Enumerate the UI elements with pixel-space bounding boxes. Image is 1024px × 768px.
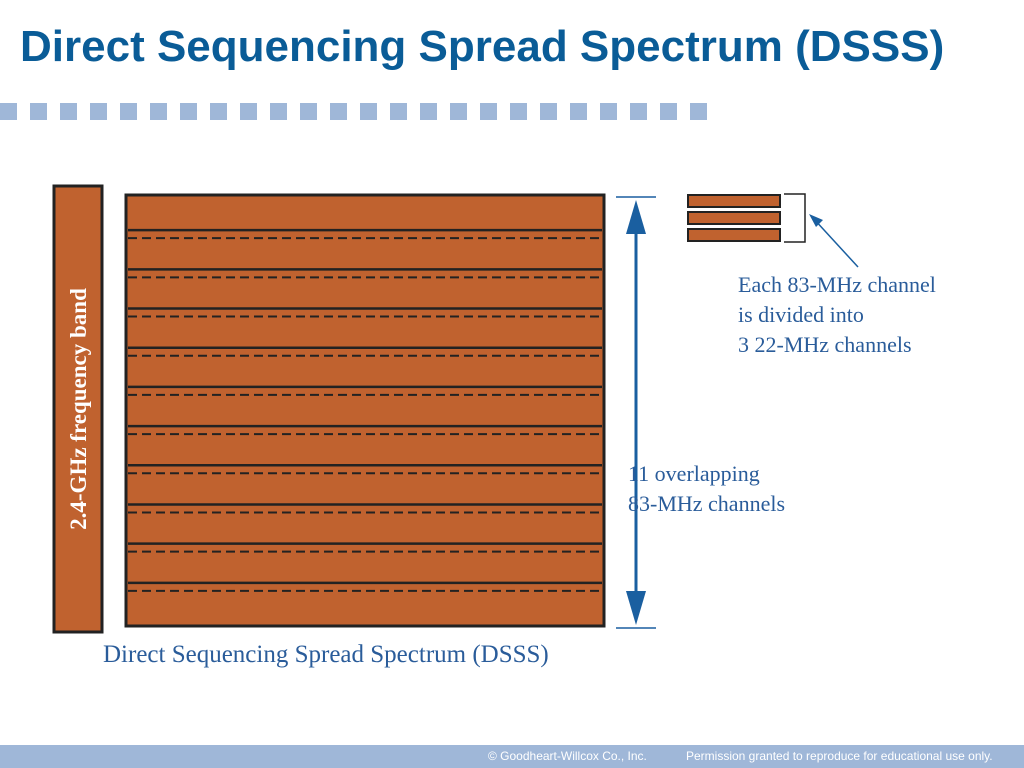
subchannel-bar: [687, 211, 781, 225]
divider-square: [600, 103, 617, 120]
callout-label-line-1: Each 83-MHz channel: [738, 272, 936, 297]
divider-square: [210, 103, 227, 120]
subchannel-bracket: [784, 193, 806, 243]
divider-square: [630, 103, 647, 120]
dash-divider: [0, 103, 720, 120]
footer-copyright: © Goodheart-Willcox Co., Inc.: [488, 749, 647, 763]
callout-arrow-head: [809, 214, 823, 227]
footer-bar: © Goodheart-Willcox Co., Inc. Permission…: [0, 745, 1024, 768]
range-label: 11 overlapping 83-MHz channels: [628, 461, 785, 516]
divider-square: [120, 103, 137, 120]
divider-square: [90, 103, 107, 120]
subchannel-bar: [687, 194, 781, 208]
divider-square: [330, 103, 347, 120]
subchannel-bar: [687, 228, 781, 242]
divider-square: [180, 103, 197, 120]
divider-square: [300, 103, 317, 120]
subchannel-detail: [687, 194, 781, 242]
divider-square: [690, 103, 707, 120]
channel-block: [124, 193, 606, 628]
divider-square: [60, 103, 77, 120]
range-arrow-head-up: [626, 200, 646, 234]
divider-square: [660, 103, 677, 120]
divider-square: [540, 103, 557, 120]
divider-square: [30, 103, 47, 120]
divider-square: [240, 103, 257, 120]
slide-title: Direct Sequencing Spread Spectrum (DSSS): [20, 22, 945, 71]
divider-square: [360, 103, 377, 120]
divider-square: [270, 103, 287, 120]
frequency-band-bar: [52, 184, 104, 634]
range-label-line-1: 11 overlapping: [628, 461, 760, 486]
divider-square: [0, 103, 17, 120]
divider-square: [570, 103, 587, 120]
frequency-band-label: 2.4-GHz frequency band: [66, 288, 91, 530]
callout-leader-line: [812, 217, 859, 268]
callout-label-line-2: is divided into: [738, 302, 864, 327]
footer-permission: Permission granted to reproduce for educ…: [686, 749, 993, 763]
callout-label-line-3: 3 22-MHz channels: [738, 332, 912, 357]
divider-square: [480, 103, 497, 120]
divider-square: [450, 103, 467, 120]
divider-square: [390, 103, 407, 120]
diagram-caption: Direct Sequencing Spread Spectrum (DSSS): [103, 641, 549, 668]
divider-square: [420, 103, 437, 120]
range-arrow-head-down: [626, 591, 646, 625]
range-label-line-2: 83-MHz channels: [628, 491, 785, 516]
divider-square: [150, 103, 167, 120]
callout-label: Each 83-MHz channel is divided into 3 22…: [738, 272, 941, 357]
divider-square: [510, 103, 527, 120]
channel-block-frame: [124, 193, 606, 628]
